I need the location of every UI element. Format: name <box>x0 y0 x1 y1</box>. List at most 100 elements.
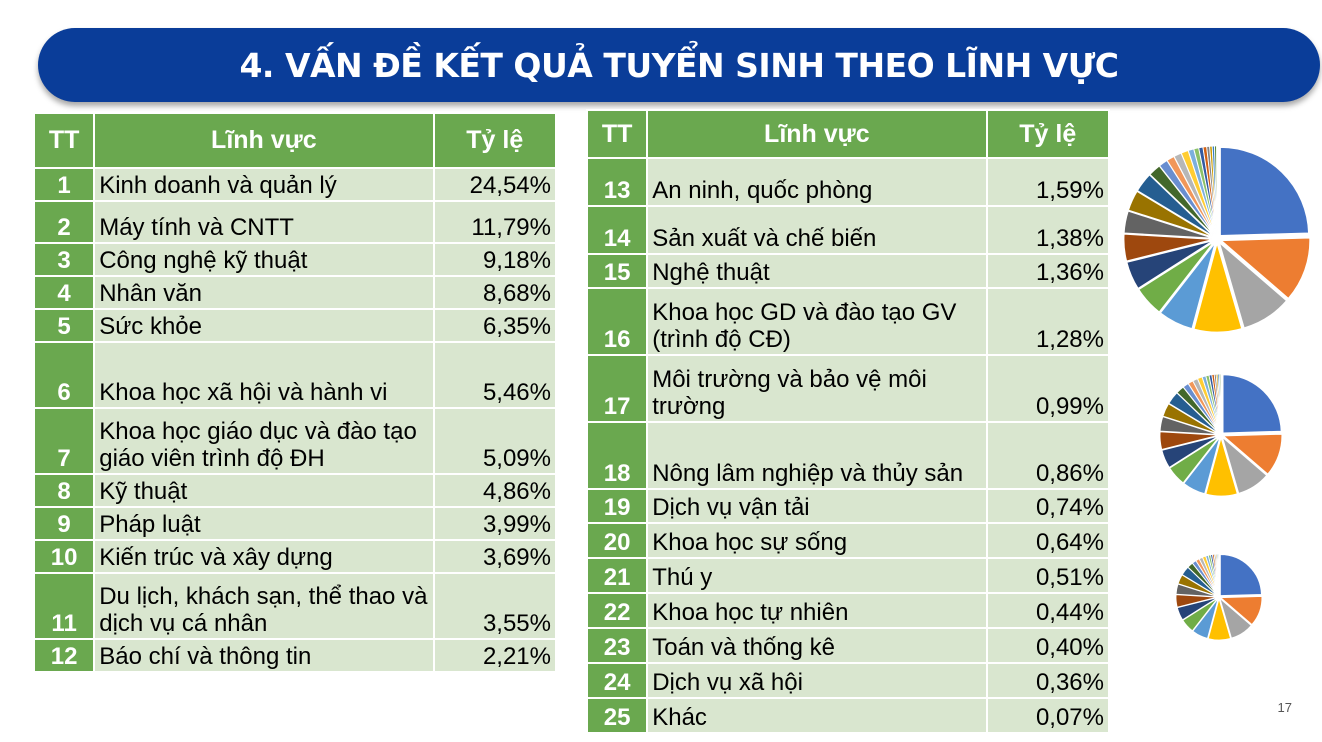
rate-value: 3,55% <box>432 572 558 640</box>
table-row: 9 Pháp luật 3,99% <box>32 506 558 541</box>
pie-slice <box>1128 191 1213 238</box>
table-row: 8 Kỹ thuật 4,86% <box>32 473 558 508</box>
field-name: Khoa học tự nhiên <box>646 592 988 629</box>
header-tt: TT <box>585 109 649 159</box>
rate-value: 6,35% <box>432 308 558 343</box>
rate-value: 1,28% <box>985 287 1111 356</box>
pie-slice <box>1177 574 1218 597</box>
row-number: 23 <box>585 627 649 664</box>
field-name: Môi trường và bảo vệ môi trường <box>646 354 988 423</box>
pie-slice <box>1176 597 1218 621</box>
row-number: 17 <box>585 354 649 423</box>
title-banner: 4. VẤN ĐỀ KẾT QUẢ TUYỂN SINH THEO LĨNH V… <box>38 28 1320 102</box>
field-name: Nông lâm nghiệp và thủy sản <box>646 421 988 490</box>
row-number: 24 <box>585 662 649 699</box>
pie-slice <box>1126 240 1213 289</box>
page-title: 4. VẤN ĐỀ KẾT QUẢ TUYỂN SINH THEO LĨNH V… <box>239 45 1119 85</box>
rate-value: 1,36% <box>985 253 1111 289</box>
rate-value: 2,21% <box>432 638 558 673</box>
row-number: 7 <box>32 407 96 475</box>
row-number: 2 <box>32 200 96 244</box>
rate-value: 3,99% <box>432 506 558 541</box>
table-row: 25 Khác 0,07% <box>585 697 1111 734</box>
table-body: 1 Kinh doanh và quản lý 24,54% 2 Máy tính và… <box>32 167 558 673</box>
field-name: Du lịch, khách sạn, thể thao và dịch vụ … <box>93 572 435 640</box>
table-row: 1 Kinh doanh và quản lý 24,54% <box>32 167 558 202</box>
header-field: Lĩnh vực <box>93 112 435 169</box>
field-name: An ninh, quốc phòng <box>646 157 988 207</box>
row-number: 12 <box>32 638 96 673</box>
row-number: 25 <box>585 697 649 734</box>
rate-value: 0,51% <box>985 557 1111 594</box>
table-row: 6 Khoa học xã hội và hành vi 5,46% <box>32 341 558 409</box>
pie-slice <box>1193 242 1243 333</box>
row-number: 9 <box>32 506 96 541</box>
rate-value: 3,69% <box>432 539 558 574</box>
pie-slice <box>1137 174 1214 237</box>
field-name: Nghệ thuật <box>646 253 988 289</box>
pie-slice <box>1159 431 1219 450</box>
rate-value: 9,18% <box>432 242 558 277</box>
row-number: 13 <box>585 157 649 207</box>
row-number: 19 <box>585 488 649 524</box>
row-number: 14 <box>585 205 649 255</box>
rate-value: 0,86% <box>985 421 1111 490</box>
pie-slice <box>1123 233 1213 262</box>
pie-slice <box>1138 242 1214 313</box>
pie-slice <box>1175 583 1218 598</box>
field-name: Dịch vụ vận tải <box>646 488 988 524</box>
page-number: 17 <box>1277 700 1292 715</box>
pie-slice <box>1221 436 1268 494</box>
table-body: 13 An ninh, quốc phòng 1,59% 14 Sản xuất và … <box>585 157 1111 734</box>
rate-value: 5,46% <box>432 341 558 409</box>
row-number: 21 <box>585 557 649 594</box>
pie-slice <box>1169 436 1220 484</box>
table-row: 5 Sức khỏe 6,35% <box>32 308 558 343</box>
table-row: 23 Toán và thống kê 0,40% <box>585 627 1111 664</box>
pie-slice <box>1205 436 1238 497</box>
header-rate: Tỷ lệ <box>985 109 1111 159</box>
rate-value: 1,59% <box>985 157 1111 207</box>
field-table-right: TT Lĩnh vực Tỷ lệ 13 An ninh, quốc phòng 1… <box>585 109 1111 734</box>
field-name: Sản xuất và chế biến <box>646 205 988 255</box>
pie-slice <box>1183 437 1221 495</box>
table-row: 14 Sản xuất và chế biến 1,38% <box>585 205 1111 255</box>
row-number: 16 <box>585 287 649 356</box>
row-number: 20 <box>585 522 649 559</box>
field-name: Sức khỏe <box>93 308 435 343</box>
pie-slice <box>1182 598 1218 632</box>
field-name: Công nghệ kỹ thuật <box>93 242 435 277</box>
field-name: Kỹ thuật <box>93 473 435 508</box>
pie-slice <box>1220 237 1311 299</box>
field-name: Thú y <box>646 557 988 594</box>
pie-slice <box>1168 392 1219 434</box>
field-name: Khoa học giáo dục và đào tạo giáo viên t… <box>93 407 435 475</box>
pie-slice <box>1166 156 1215 235</box>
rate-value: 8,68% <box>432 275 558 310</box>
pie-slice <box>1222 374 1282 434</box>
table-row: 19 Dịch vụ vận tải 0,74% <box>585 488 1111 524</box>
field-name: Nhân văn <box>93 275 435 310</box>
table-row: 17 Môi trường và bảo vệ môi trường 0,99% <box>585 354 1111 423</box>
pie-slice <box>1207 597 1231 641</box>
table-row: 21 Thú y 0,51% <box>585 557 1111 594</box>
rate-value: 11,79% <box>432 200 558 244</box>
pie-chart-large <box>1123 145 1311 333</box>
header-tt: TT <box>32 112 96 169</box>
pie-slice <box>1219 597 1252 639</box>
row-number: 6 <box>32 341 96 409</box>
table-row: 3 Công nghệ kỹ thuật 9,18% <box>32 242 558 277</box>
field-name: Dịch vụ xã hội <box>646 662 988 699</box>
table-row: 18 Nông lâm nghiệp và thủy sản 0,86% <box>585 421 1111 490</box>
table-row: 24 Dịch vụ xã hội 0,36% <box>585 662 1111 699</box>
pie-slice <box>1159 160 1215 236</box>
field-table-left: TT Lĩnh vực Tỷ lệ 1 Kinh doanh và quản lý… <box>32 112 558 673</box>
table-row: 15 Nghệ thuật 1,36% <box>585 253 1111 289</box>
pie-chart-small <box>1175 553 1263 641</box>
rate-value: 5,09% <box>432 407 558 475</box>
row-number: 18 <box>585 421 649 490</box>
pie-slice <box>1159 416 1219 435</box>
row-number: 4 <box>32 275 96 310</box>
row-number: 1 <box>32 167 96 202</box>
field-name: Khoa học xã hội và hành vi <box>93 341 435 409</box>
